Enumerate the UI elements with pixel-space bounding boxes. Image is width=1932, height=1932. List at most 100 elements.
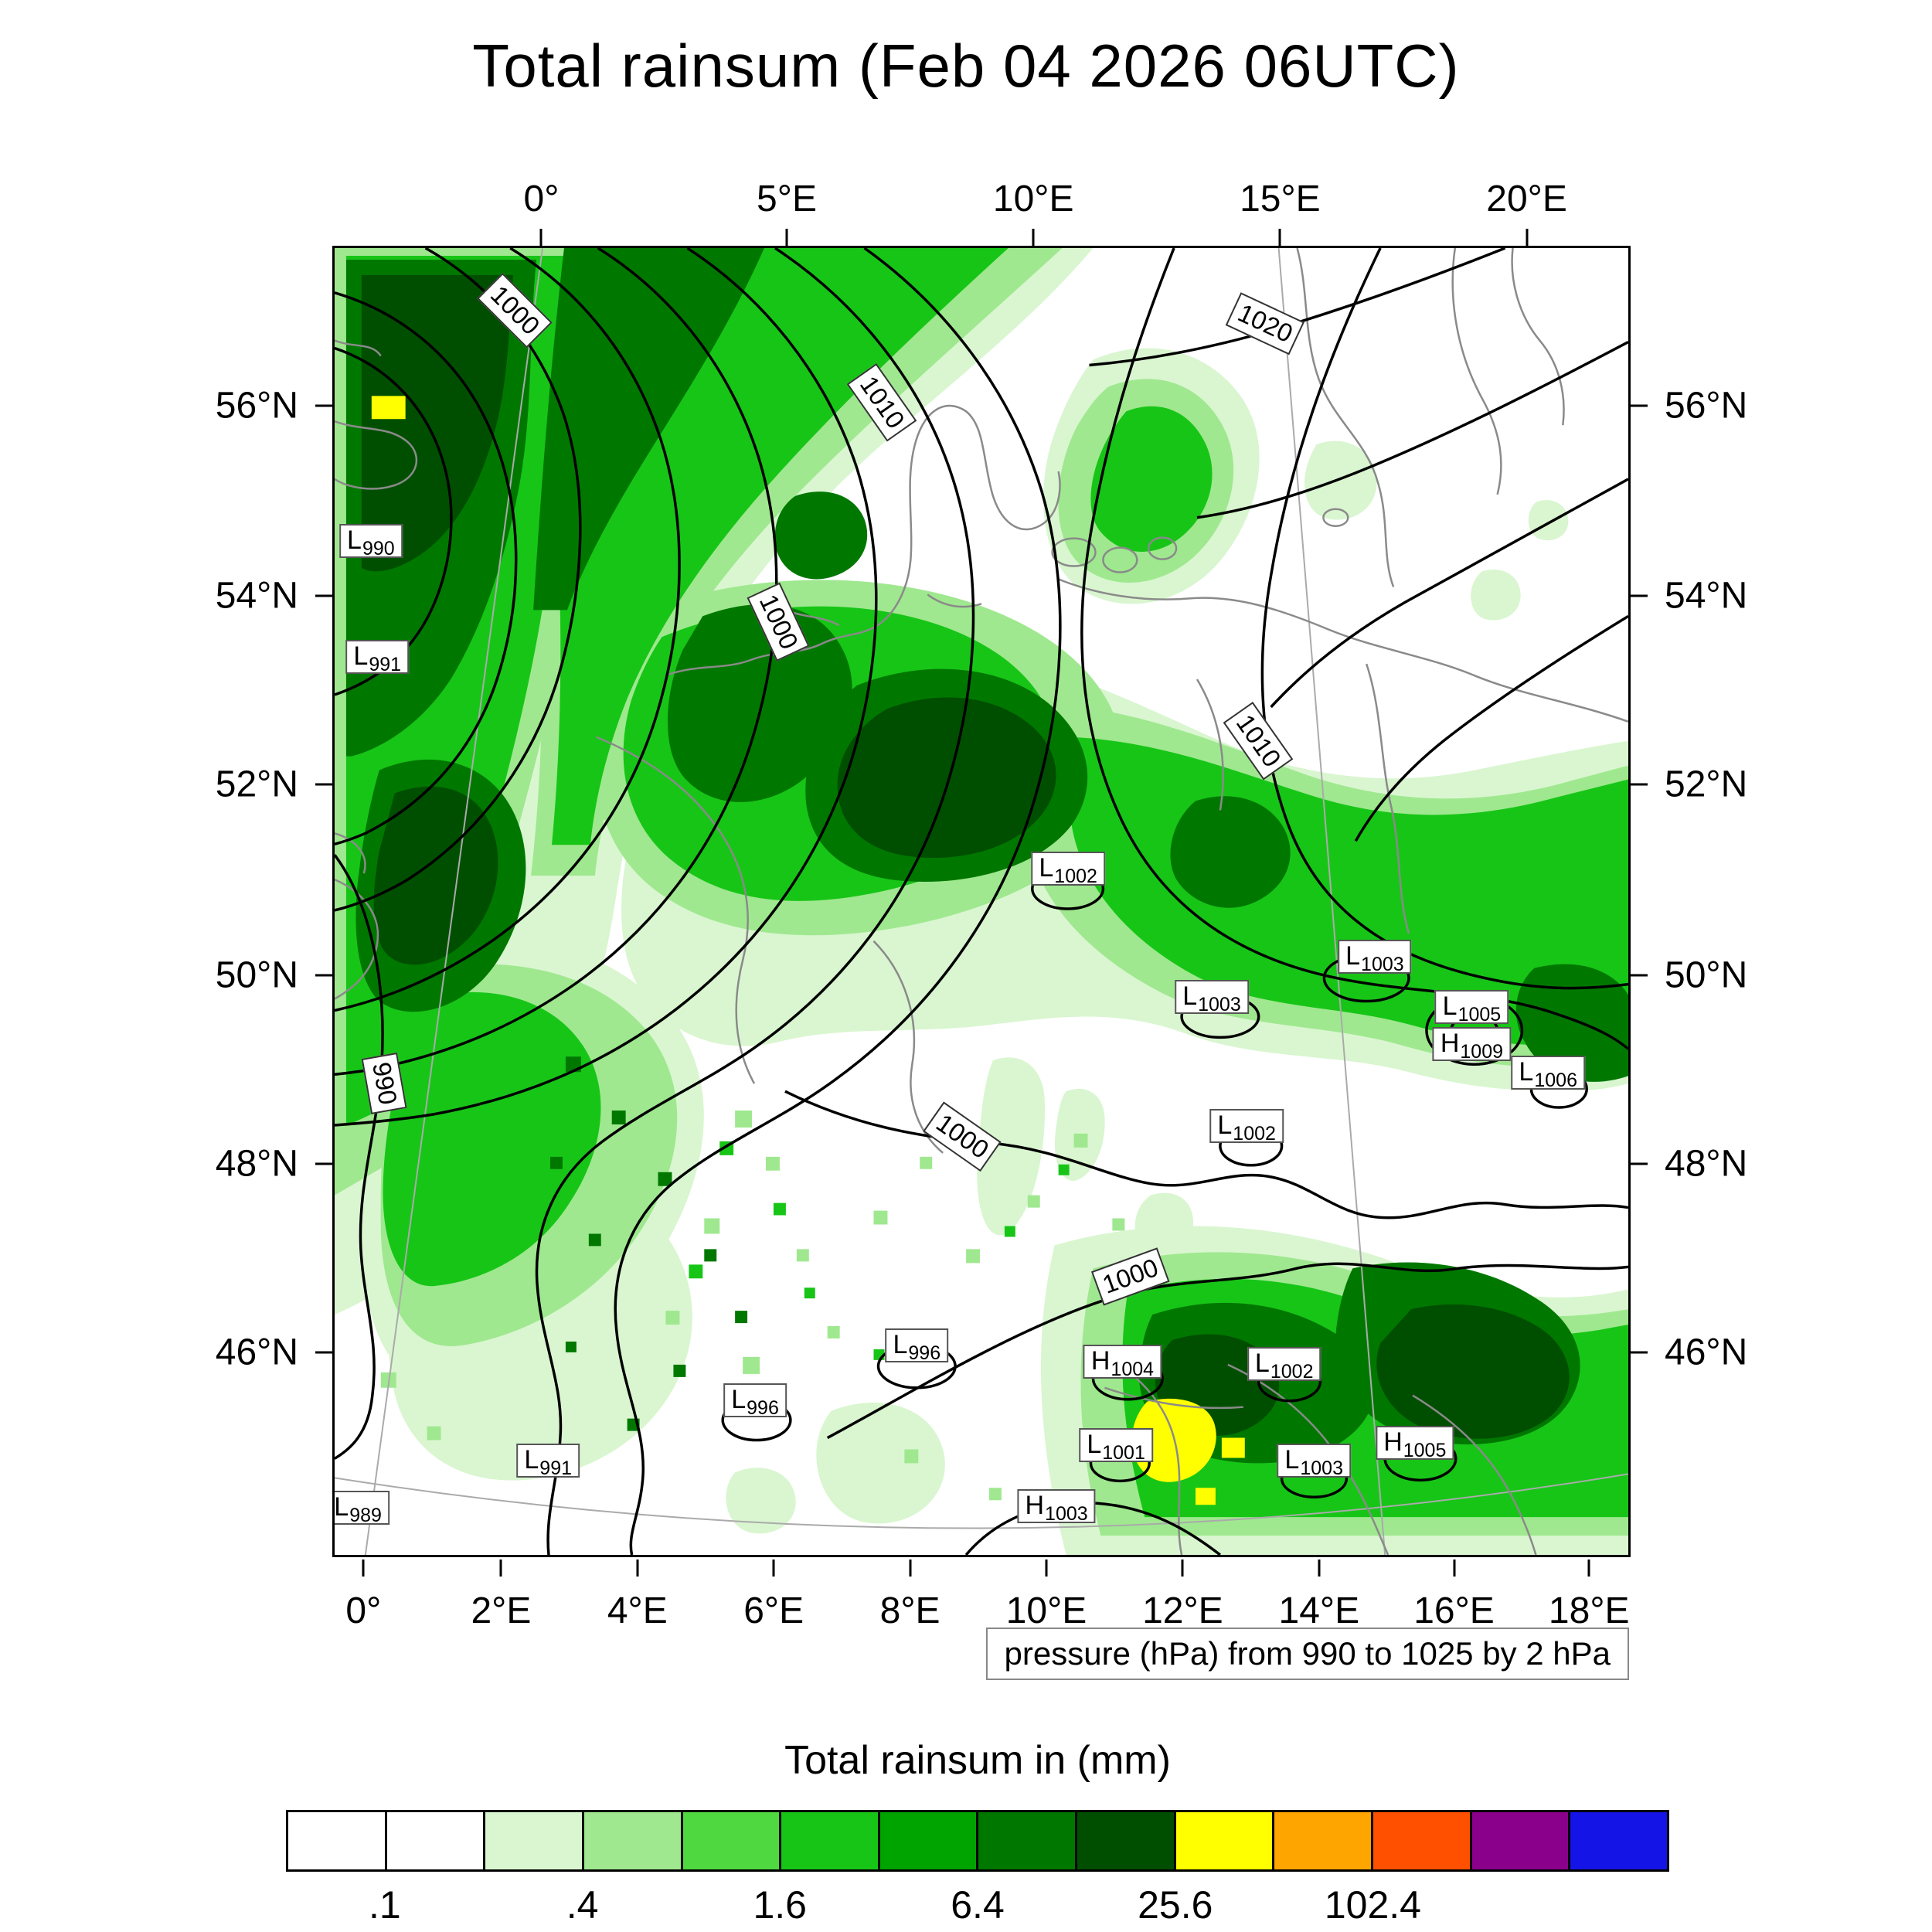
axis-tick-label: 6°E: [743, 1590, 804, 1631]
axis-tick: [636, 1560, 639, 1577]
pressure-value: 1003: [1300, 1458, 1343, 1480]
colorbar-tick-label: 102.4: [1324, 1883, 1421, 1927]
pressure-value: 989: [349, 1505, 382, 1527]
axis-tick-label: 56°N: [215, 385, 298, 427]
axis-tick-label: 46°N: [1665, 1332, 1748, 1373]
axis-tick-label: 4°E: [607, 1590, 668, 1631]
axis-tick: [772, 1560, 775, 1577]
axis-tick-label: 48°N: [1665, 1143, 1748, 1185]
pressure-value: 991: [539, 1458, 573, 1480]
pressure-letter: L: [731, 1385, 747, 1415]
axis-tick-label: 0°: [345, 1590, 382, 1631]
axis-tick: [1587, 1560, 1590, 1577]
axis-tick: [315, 404, 332, 407]
pressure-marker: L1003: [1175, 979, 1249, 1015]
pressure-letter: L: [1039, 853, 1054, 883]
colorbar-cell: [879, 1812, 979, 1869]
pressure-value: 1003: [1361, 953, 1404, 975]
axis-tick: [1318, 1560, 1321, 1577]
axis-tick-label: 46°N: [215, 1332, 298, 1373]
axis-tick-label: 50°N: [1665, 954, 1748, 996]
axis-tick: [315, 1162, 332, 1165]
pressure-letter: L: [1442, 992, 1458, 1022]
colorbar-tick-label: .1: [368, 1883, 401, 1927]
axis-right: 56°N 54°N 52°N 50°N 48°N 46°N: [1631, 246, 1816, 1557]
pressure-letter: L: [347, 525, 362, 555]
pressure-marker: L1003: [1277, 1444, 1351, 1478]
pressure-value: 1005: [1458, 1004, 1502, 1026]
colorbar-cell: [682, 1812, 782, 1869]
colorbar-cell: [1373, 1812, 1472, 1869]
colorbar-cell: [781, 1812, 880, 1869]
pressure-marker: L1001: [1079, 1427, 1153, 1462]
axis-tick: [909, 1560, 912, 1577]
rain-fill-yellow: [371, 396, 1245, 1505]
pressure-marker: L1002: [1247, 1347, 1321, 1383]
pressure-letter: L: [893, 1330, 908, 1360]
pressure-marker: L996: [885, 1328, 949, 1365]
pressure-letter: H: [1383, 1427, 1403, 1457]
pressure-letter: H: [1440, 1028, 1460, 1058]
pressure-marker: L1003: [1338, 939, 1412, 975]
colorbar-cell: [288, 1812, 387, 1869]
pressure-marker: L1005: [1434, 990, 1509, 1026]
pressure-marker: L989: [335, 1491, 389, 1527]
colorbar-cell: [978, 1812, 1078, 1869]
colorbar-cell: [583, 1812, 683, 1869]
axis-tick: [1631, 974, 1648, 977]
axis-tick: [1631, 1351, 1648, 1354]
axis-tick: [1181, 1560, 1184, 1577]
map-canvas: [335, 248, 1628, 1555]
axis-tick-label: 54°N: [215, 575, 298, 617]
pressure-letter: L: [1254, 1349, 1270, 1379]
pressure-value: 996: [747, 1397, 779, 1420]
colorbar-cell: [1077, 1812, 1176, 1869]
pressure-value: 1002: [1233, 1123, 1276, 1145]
pressure-letter: L: [524, 1445, 539, 1475]
pressure-value: 1002: [1270, 1361, 1314, 1383]
axis-tick-label: 54°N: [1665, 575, 1748, 617]
pressure-value: 1005: [1403, 1439, 1447, 1461]
axis-left: 56°N 54°N 52°N 50°N 48°N 46°N: [147, 246, 332, 1557]
colorbar-labels: .1 .4 1.6 6.4 25.6 102.4: [286, 1883, 1669, 1932]
axis-tick-label: 5°E: [757, 179, 817, 219]
colorbar: [286, 1810, 1669, 1872]
axis-tick-label: 52°N: [1665, 764, 1748, 805]
pressure-value: 1004: [1111, 1358, 1155, 1380]
axis-tick: [1032, 229, 1035, 246]
axis-tick: [539, 229, 543, 246]
axis-tick-label: 50°N: [215, 954, 298, 996]
pressure-value: 990: [362, 537, 395, 560]
pressure-marker: H1004: [1083, 1344, 1162, 1380]
pressure-marker: L990: [339, 523, 403, 560]
pressure-marker: L1002: [1031, 852, 1105, 886]
pressure-letter: L: [1217, 1111, 1233, 1141]
axis-tick: [1453, 1560, 1456, 1577]
colorbar-tick-label: 25.6: [1138, 1883, 1213, 1927]
axis-top: 0° 5°E 10°E 15°E 20°E: [332, 178, 1631, 246]
pressure-value: 1003: [1198, 993, 1241, 1015]
axis-tick: [315, 594, 332, 597]
colorbar-cell: [1274, 1812, 1374, 1869]
axis-tick-label: 10°E: [1005, 1590, 1087, 1631]
pressure-letter: L: [1182, 981, 1198, 1011]
pressure-value: 996: [908, 1342, 941, 1365]
map-frame: L990 L991 L1002 L1003 L1003 L1005 H1009 L1006 L1…: [332, 246, 1631, 1557]
axis-tick: [315, 783, 332, 786]
pressure-marker: L996: [723, 1383, 787, 1420]
colorbar-cell: [1175, 1812, 1275, 1869]
pressure-marker: H1003: [1017, 1489, 1096, 1524]
pressure-value: 1006: [1534, 1070, 1577, 1092]
colorbar-cell: [485, 1812, 584, 1869]
axis-tick-label: 10°E: [992, 179, 1074, 219]
pressure-letter: L: [335, 1492, 349, 1522]
axis-tick: [1631, 1162, 1648, 1165]
pressure-value: 991: [369, 654, 402, 676]
colorbar-tick-label: 1.6: [753, 1883, 807, 1927]
colorbar-title: Total rainsum in (mm): [784, 1738, 1171, 1783]
colorbar-tick-label: .4: [566, 1883, 599, 1927]
pressure-letter: H: [1025, 1491, 1045, 1521]
pressure-letter: L: [353, 641, 369, 672]
axis-tick-label: 20°E: [1486, 179, 1567, 219]
